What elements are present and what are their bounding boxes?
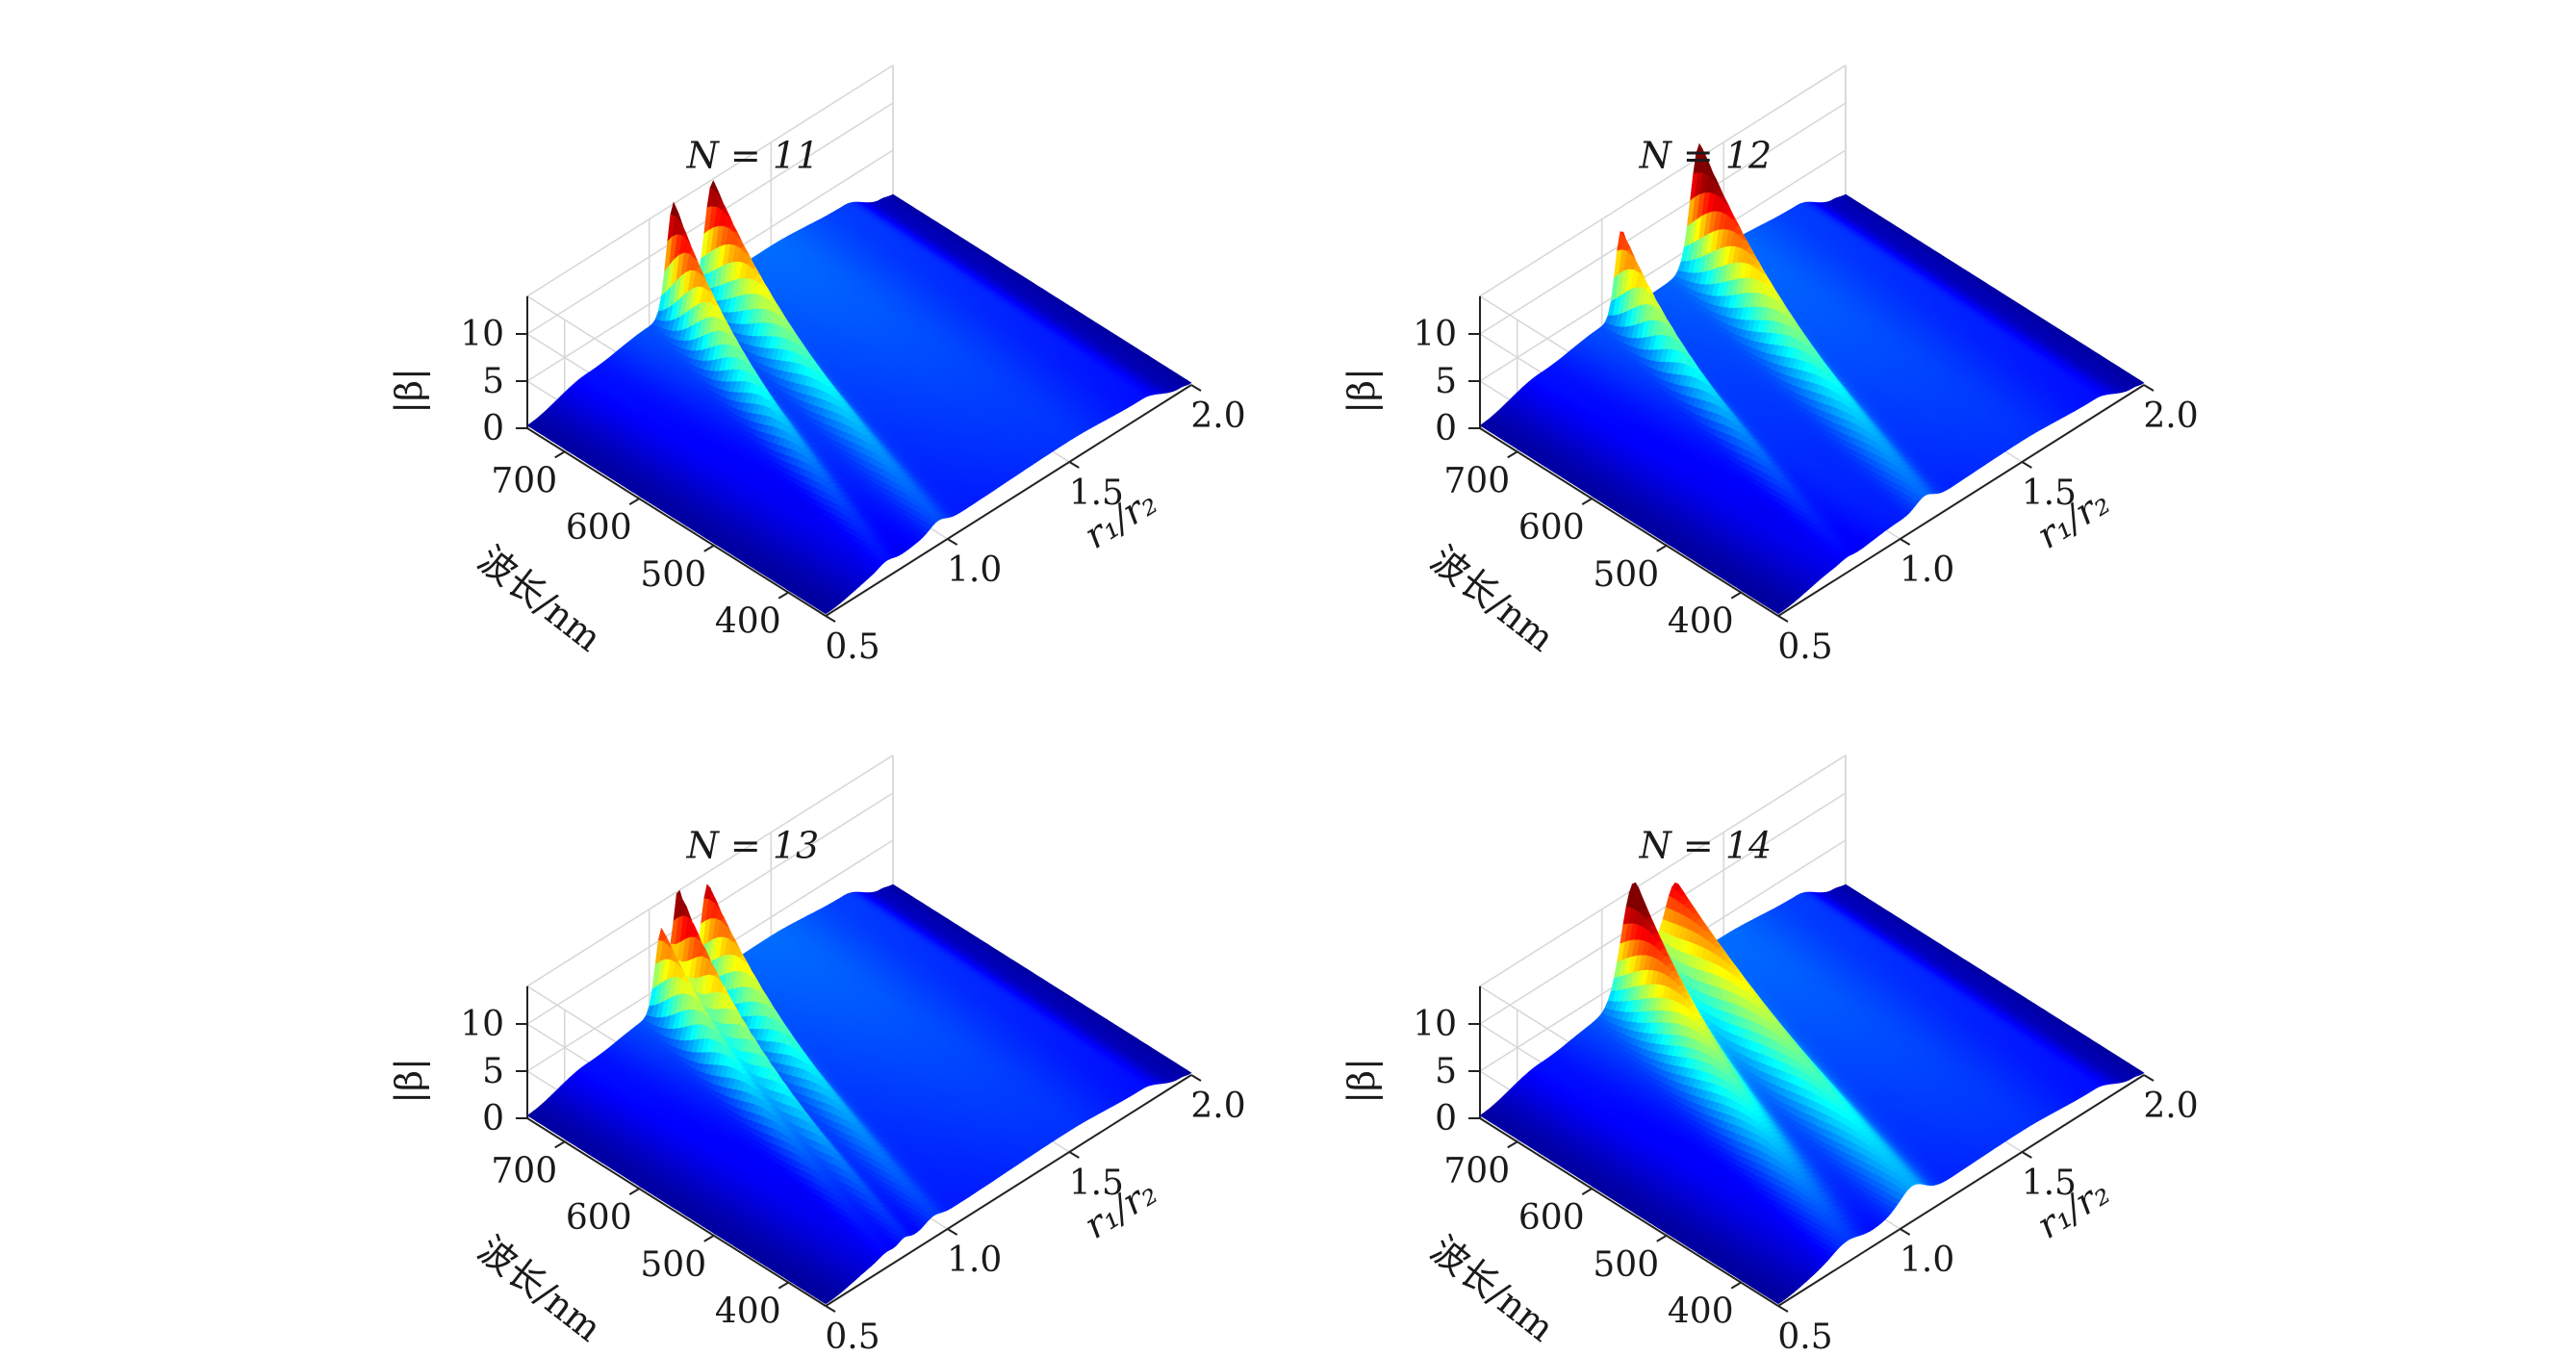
surface: [526, 180, 1192, 615]
surface-plot-panel: 0.51.01.52.04005006007000510|β|波长/nmr₁/r…: [388, 64, 1246, 667]
panels: 0.51.01.52.04005006007000510|β|波长/nmr₁/r…: [388, 64, 2199, 1356]
grid-line: [526, 64, 894, 297]
